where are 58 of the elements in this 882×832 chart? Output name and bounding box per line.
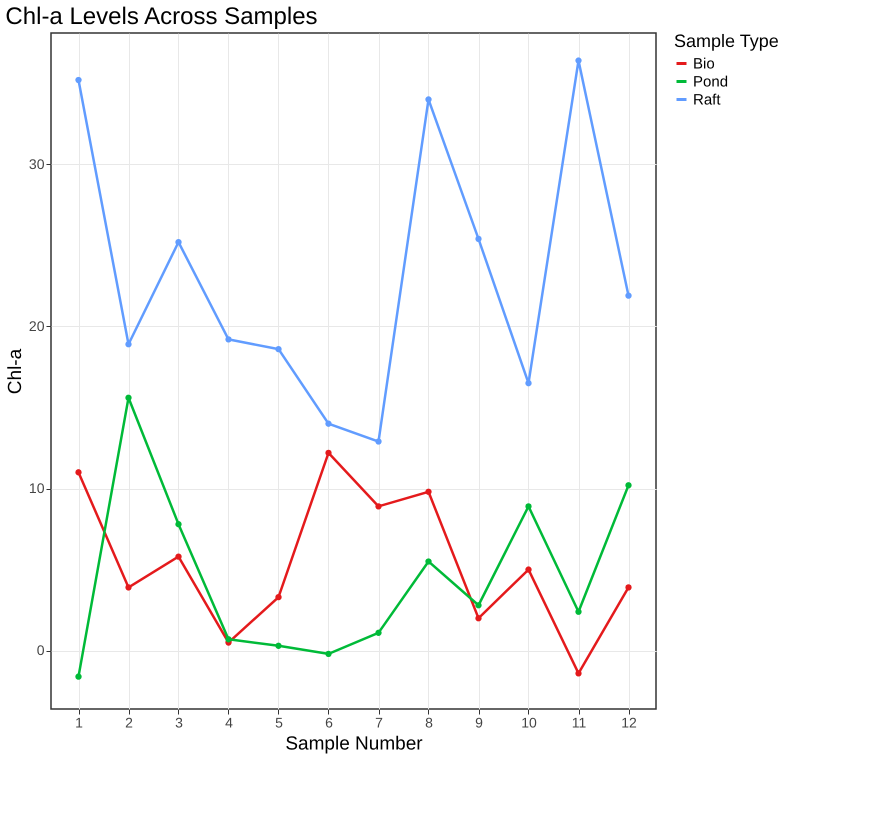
point [325, 450, 332, 456]
y-tick-label: 20 [28, 318, 45, 334]
x-tick-label: 6 [325, 714, 334, 730]
point [625, 292, 632, 299]
point [75, 469, 82, 476]
point [325, 650, 332, 658]
point [525, 380, 532, 386]
x-tick-label: 2 [125, 714, 134, 730]
point [625, 482, 632, 488]
point [75, 673, 82, 680]
point [425, 96, 432, 103]
point [375, 630, 382, 636]
chart-title: Chl-a Levels Across Samples [5, 3, 318, 30]
x-tick-label: 7 [375, 714, 384, 730]
point [475, 602, 482, 608]
point [125, 394, 132, 401]
point [425, 488, 432, 495]
x-tick-label: 3 [175, 714, 184, 730]
point [125, 341, 132, 348]
point [275, 346, 282, 352]
point [525, 503, 532, 510]
point [475, 236, 482, 242]
point [125, 584, 132, 591]
point [275, 642, 282, 649]
point [475, 615, 482, 622]
point [375, 438, 382, 445]
point [425, 558, 432, 565]
x-tick-label: 8 [425, 714, 434, 730]
point [575, 57, 582, 64]
point [575, 608, 582, 615]
point [175, 521, 182, 528]
x-tick-label: 5 [275, 714, 284, 730]
point [325, 420, 332, 427]
point [275, 594, 282, 600]
point [75, 76, 82, 84]
x-tick-label: 1 [75, 714, 84, 730]
point [525, 566, 532, 573]
point [175, 238, 182, 246]
x-tick-label: 10 [521, 714, 537, 730]
point [225, 336, 232, 343]
point [575, 670, 582, 676]
legend-label: Pond [693, 74, 728, 90]
x-tick-label: 12 [621, 714, 637, 730]
x-tick-label: 9 [475, 714, 484, 730]
y-tick-label: 10 [28, 480, 45, 496]
point [175, 553, 182, 560]
legend-title: Sample Type [674, 31, 779, 51]
y-tick-label: 0 [36, 642, 45, 658]
y-tick-label: 30 [28, 156, 45, 172]
x-tick-label: 11 [572, 714, 586, 730]
x-axis-title: Sample Number [285, 734, 424, 754]
point [375, 503, 382, 510]
legend-label: Bio [693, 56, 715, 72]
point [225, 636, 232, 642]
x-tick-label: 4 [225, 714, 234, 730]
y-axis-title: Chl-a [4, 348, 26, 394]
point [625, 584, 632, 591]
legend-label: Raft [693, 92, 722, 108]
